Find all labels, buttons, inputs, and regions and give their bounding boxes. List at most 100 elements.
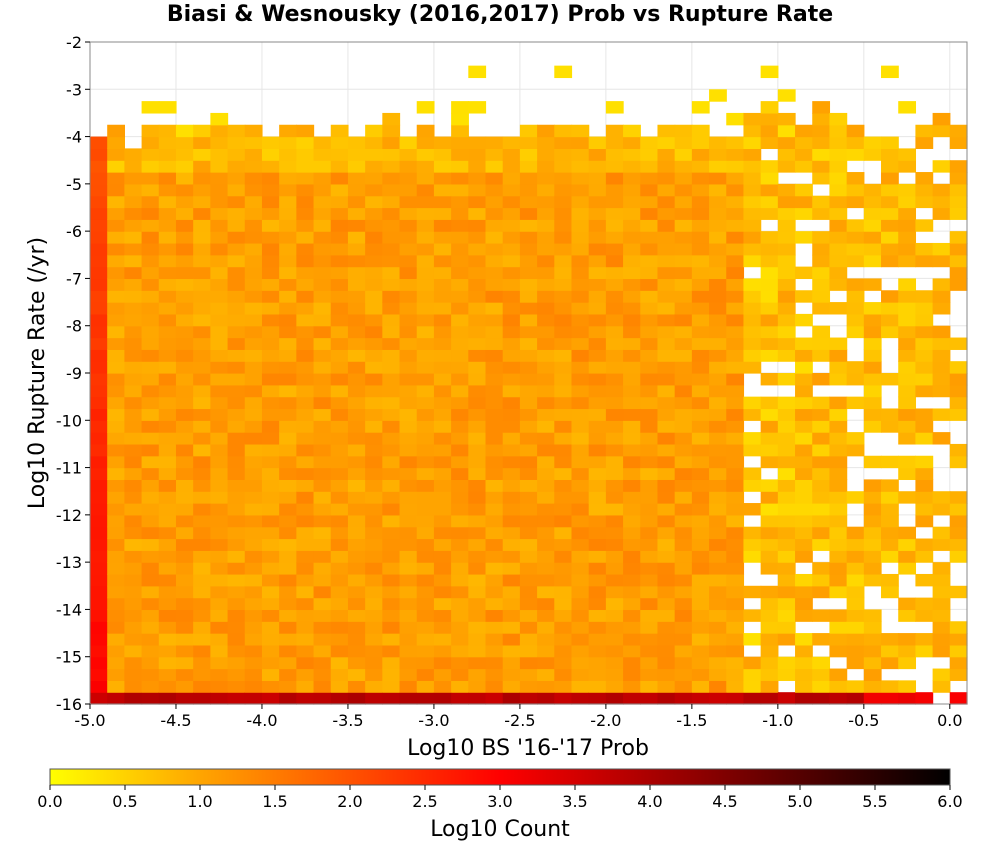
heatmap-cell [210,313,229,327]
heatmap-cell [330,219,349,232]
heatmap-cell [863,361,882,374]
heatmap-cell [399,290,418,303]
heatmap-cell [554,349,573,362]
heatmap-cell [451,644,469,658]
heatmap-cell [777,491,796,504]
heatmap-cell [674,278,693,291]
heatmap-cell [932,585,951,599]
heatmap-cell [691,124,710,138]
heatmap-cell [657,302,676,315]
heatmap-cell [760,195,779,209]
heatmap-cell [210,325,229,339]
heatmap-cell [743,396,762,410]
heatmap-cell [433,349,452,362]
heatmap-cell [261,585,280,599]
heatmap-cell [347,325,366,339]
heatmap-cell [141,124,160,138]
heatmap-cell [691,396,710,410]
heatmap-cell [537,290,555,303]
heatmap-cell [657,219,676,232]
heatmap-cell [347,219,366,232]
heatmap-cell [399,325,418,339]
heatmap-cell [296,384,315,398]
heatmap-cell [158,160,177,173]
heatmap-cell [691,585,710,599]
heatmap-cell [760,514,779,528]
heatmap-cell [605,668,624,681]
heatmap-cell [347,408,366,421]
heatmap-cell [227,337,246,350]
heatmap-cell [519,278,538,291]
heatmap-cell [158,231,177,244]
heatmap-cell [313,467,332,480]
heatmap-cell [554,195,573,209]
heatmap-cell [193,491,211,504]
heatmap-cell [416,526,435,540]
heatmap-cell [107,254,125,268]
heatmap-cell [605,562,624,575]
heatmap-cell [330,183,349,197]
heatmap-cell [863,514,882,528]
heatmap-cell [296,278,315,291]
heatmap-cell [949,621,968,634]
heatmap-cell [674,644,693,658]
heatmap-cell [193,585,211,599]
heatmap-cell [674,562,693,575]
colorbar-title: Log10 Count [430,817,570,842]
heatmap-cell [416,573,435,587]
heatmap-cell [141,231,160,244]
heatmap-cell [433,455,452,469]
heatmap-cell [519,573,538,587]
heatmap-cell [279,396,297,410]
heatmap-cell [485,550,504,563]
heatmap-cell [365,633,383,646]
heatmap-cell [657,254,676,268]
heatmap-cell [519,491,538,504]
heatmap-cell [605,503,624,516]
heatmap-cell [519,254,538,268]
heatmap-cell [296,597,315,611]
heatmap-cell [330,503,349,516]
heatmap-cell [141,562,160,575]
heatmap-cell [623,148,641,161]
heatmap-cell [588,656,607,670]
heatmap-cell [279,621,297,634]
heatmap-cell [537,172,555,185]
heatmap-cell [382,621,401,634]
heatmap-cell [330,396,349,410]
heatmap-cell [210,219,229,232]
heatmap-cell [657,644,676,658]
heatmap-cell [605,384,624,398]
heatmap-cell [915,692,934,705]
heatmap-cell [468,538,487,551]
heatmap-cell [158,337,177,350]
heatmap-cell [657,514,676,528]
heatmap-cell [365,124,383,138]
heatmap-cell [812,231,831,244]
heatmap-cell [124,219,143,232]
heatmap-cell [881,526,899,540]
heatmap-cell [124,207,143,220]
heatmap-cell [175,479,194,492]
heatmap-cell [657,479,676,492]
heatmap-cell [691,183,710,197]
heatmap-cell [347,656,366,670]
heatmap-cell [881,207,899,220]
colorbar-tick-label: 3.0 [487,792,512,811]
colorbar-ticks: 0.0 0.5 1.0 1.5 2.0 2.5 3.0 3.5 4.0 4.5 5.0 5.5 6.0 [37,785,963,811]
heatmap-cell [898,325,917,339]
heatmap-cell [158,467,177,480]
heatmap-cell [709,692,727,705]
heatmap-cell [795,491,813,504]
heatmap-cell [915,538,934,551]
heatmap-cell [107,633,125,646]
heatmap-cell [726,325,745,339]
heatmap-cell [296,313,315,327]
heatmap-cell [760,396,779,410]
heatmap-cell [158,384,177,398]
heatmap-cell [519,644,538,658]
heatmap-cell [244,550,263,563]
heatmap-cell [382,585,401,599]
heatmap-cell [777,112,796,126]
heatmap-cell [175,325,194,339]
